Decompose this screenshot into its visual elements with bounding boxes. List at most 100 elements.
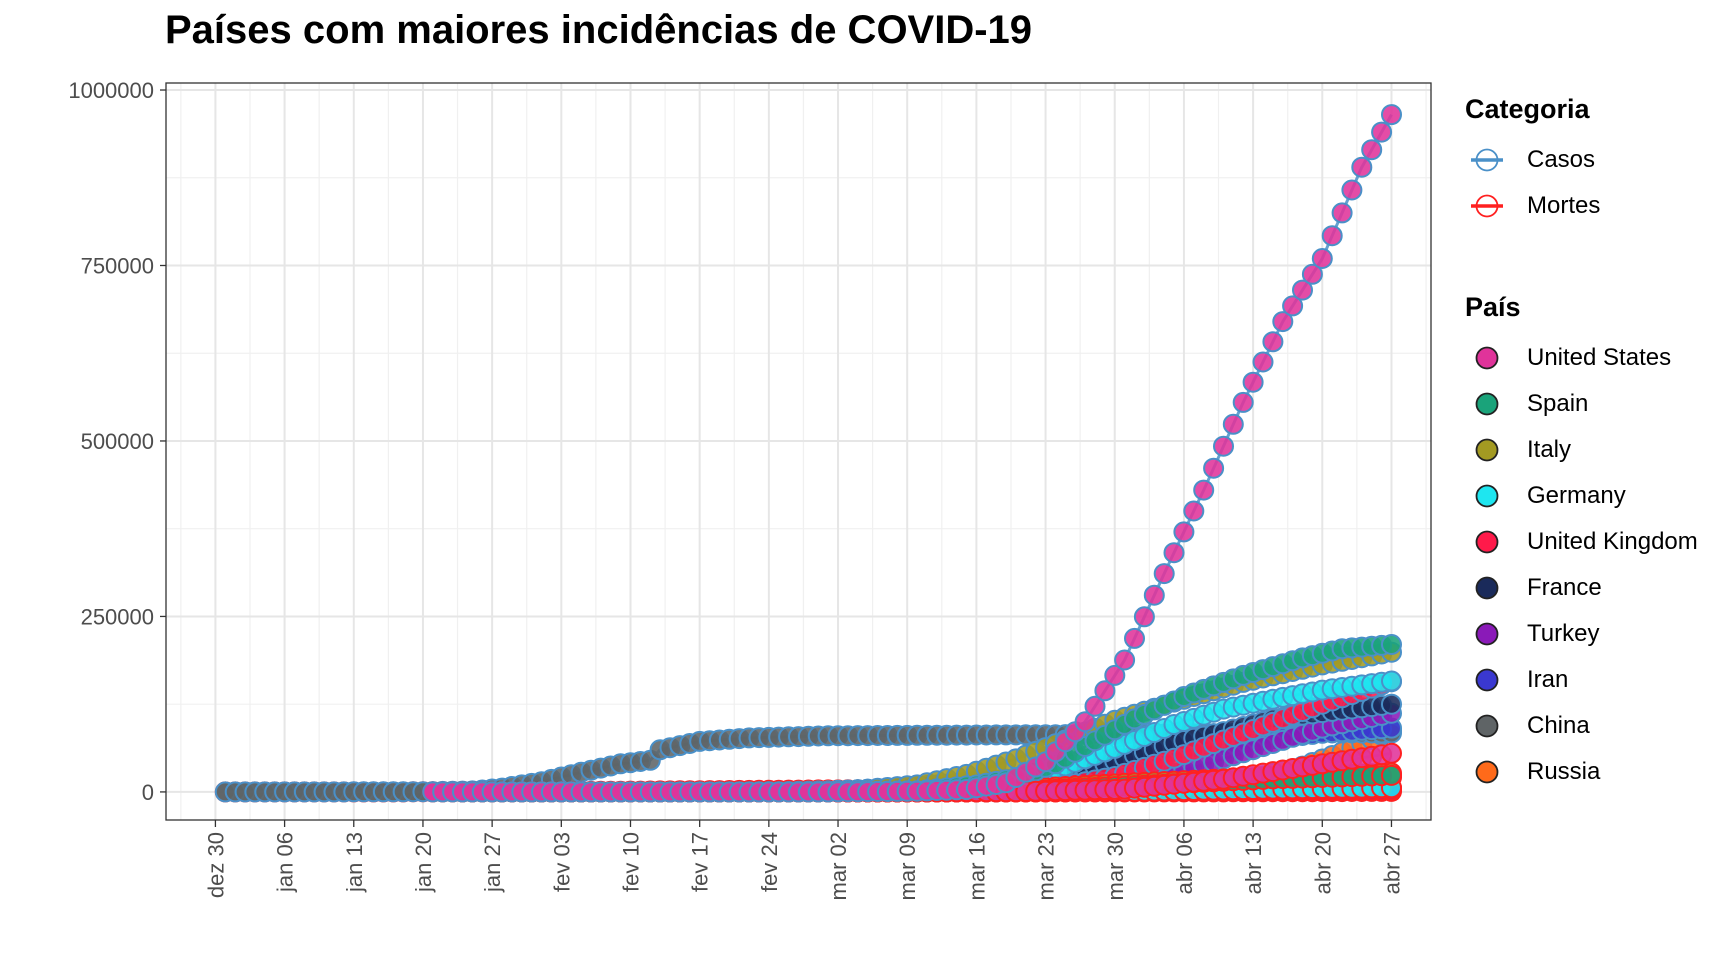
legend-label: Germany <box>1527 482 1626 509</box>
chart-title: Países com maiores incidências de COVID-… <box>165 8 1033 52</box>
y-tick-label: 750000 <box>81 253 154 278</box>
legend-label: France <box>1527 574 1602 601</box>
point-mortes-united-states <box>1381 742 1402 764</box>
point-mortes-spain <box>1381 764 1402 786</box>
legend-item-china: China <box>1465 703 1698 749</box>
point-casos-united-states <box>1341 179 1363 201</box>
x-tick-label: mar 16 <box>964 832 989 900</box>
legend-key-casos <box>1471 148 1503 172</box>
legend-key-china <box>1475 714 1499 738</box>
x-tick-label: mar 02 <box>826 832 851 900</box>
x-tick-label: abr 06 <box>1172 832 1197 894</box>
legend-key-symbol <box>1475 576 1499 600</box>
legend-categoria: Categoria Casos Mortes <box>1465 94 1600 229</box>
y-tick-label: 250000 <box>81 604 154 629</box>
legend-item-france: France <box>1465 565 1698 611</box>
x-tick-label: abr 13 <box>1241 832 1266 894</box>
y-tick-label: 1000000 <box>68 78 154 103</box>
x-tick-label: fev 03 <box>549 832 574 892</box>
x-tick-label: abr 27 <box>1379 832 1404 894</box>
point-casos-united-states <box>1143 584 1165 606</box>
point-casos-united-states <box>1331 202 1353 224</box>
legend-categoria-title: Categoria <box>1465 94 1590 124</box>
point-casos-united-states <box>1292 279 1313 301</box>
legend-item-germany: Germany <box>1465 473 1698 519</box>
point-casos-united-states <box>1133 606 1155 628</box>
legend-item-united-states: United States <box>1465 335 1698 381</box>
legend-item-turkey: Turkey <box>1465 611 1698 657</box>
legend-item-united-kingdom: United Kingdom <box>1465 519 1698 565</box>
legend-key-symbol <box>1475 194 1499 218</box>
legend-item-iran: Iran <box>1465 657 1698 703</box>
point-casos-united-states <box>1124 627 1145 649</box>
legend-label: Mortes <box>1527 192 1601 219</box>
x-tick-label: mar 09 <box>895 832 920 900</box>
point-casos-united-states <box>1153 563 1175 585</box>
legend-key-germany <box>1475 484 1499 508</box>
point-casos-united-states <box>1272 311 1294 333</box>
legend-key-spain <box>1475 392 1499 416</box>
legend-key-symbol <box>1475 484 1499 508</box>
point-casos-united-states <box>1074 711 1096 733</box>
point-casos-united-states <box>1351 156 1373 178</box>
legend-label: United Kingdom <box>1527 528 1698 555</box>
x-tick-label: dez 30 <box>203 832 228 898</box>
point-casos-united-states <box>1381 104 1402 126</box>
legend-key-turkey <box>1475 622 1499 646</box>
point-casos-united-states <box>1282 295 1304 317</box>
point-casos-united-states <box>1262 331 1284 353</box>
point-casos-united-states <box>1242 371 1264 393</box>
x-tick-label: mar 30 <box>1103 832 1128 900</box>
y-tick-label: 500000 <box>81 429 154 454</box>
legend-key-symbol <box>1475 760 1499 784</box>
point-casos-united-states <box>1222 413 1244 435</box>
legend-key-mortes <box>1471 194 1503 218</box>
legend-key-russia <box>1475 760 1499 784</box>
point-casos-united-states <box>1361 139 1383 161</box>
point-casos-united-states <box>1193 479 1215 501</box>
series-layer <box>214 104 1402 803</box>
legend-key-symbol <box>1475 714 1499 738</box>
chart-plot: 0 250000 500000 750000 1000000 dez 30 jan 06 ja… <box>68 78 1432 900</box>
point-casos-united-states <box>1311 248 1333 269</box>
legend-label: Russia <box>1527 758 1601 785</box>
point-casos-united-states <box>1371 121 1393 143</box>
axes: 0 250000 500000 750000 1000000 dez 30 jan 06 ja… <box>68 78 1404 900</box>
legend-key-symbol <box>1475 668 1499 692</box>
x-tick-label: jan 20 <box>411 832 436 893</box>
legend-item-spain: Spain <box>1465 381 1698 427</box>
x-tick-label: jan 06 <box>273 832 298 893</box>
series-united-states <box>422 104 1402 803</box>
legend-label: Italy <box>1527 436 1572 463</box>
legend-key-symbol <box>1475 392 1499 416</box>
legend-label: Casos <box>1527 146 1596 173</box>
point-casos-united-states <box>1173 521 1195 543</box>
point-casos-united-states <box>1163 542 1185 564</box>
legend-key-france <box>1475 576 1499 600</box>
x-tick-label: jan 13 <box>342 832 367 893</box>
point-casos-united-states <box>1232 391 1254 413</box>
legend-label: Turkey <box>1527 620 1600 647</box>
legend-item-russia: Russia <box>1465 749 1698 795</box>
point-casos-united-states <box>1183 500 1205 522</box>
legend-key-symbol <box>1475 148 1499 172</box>
legend-item-mortes: Mortes <box>1465 183 1600 229</box>
point-casos-united-states <box>1301 263 1323 285</box>
point-casos-united-states <box>1203 457 1225 479</box>
point-casos-united-states <box>1114 649 1136 671</box>
point-casos-united-states <box>1252 351 1274 373</box>
legend-key-united-kingdom <box>1475 530 1499 554</box>
legend-key-symbol <box>1475 530 1499 554</box>
legend-key-symbol <box>1475 438 1499 462</box>
grid-lines <box>166 83 1431 820</box>
legend-key-united-states <box>1475 346 1499 370</box>
point-casos-united-states <box>1084 695 1106 717</box>
y-tick-label: 0 <box>142 780 154 805</box>
x-tick-label: abr 20 <box>1310 832 1335 894</box>
point-casos-united-states <box>1094 680 1116 702</box>
x-tick-label: fev 24 <box>757 832 782 892</box>
legend-pais-title: País <box>1465 292 1521 322</box>
legend-categoria-items: Casos Mortes <box>1465 137 1600 229</box>
legend-pais-items: United States Spain Italy Germany United Kin… <box>1465 335 1698 795</box>
legend-label: United States <box>1527 344 1672 371</box>
